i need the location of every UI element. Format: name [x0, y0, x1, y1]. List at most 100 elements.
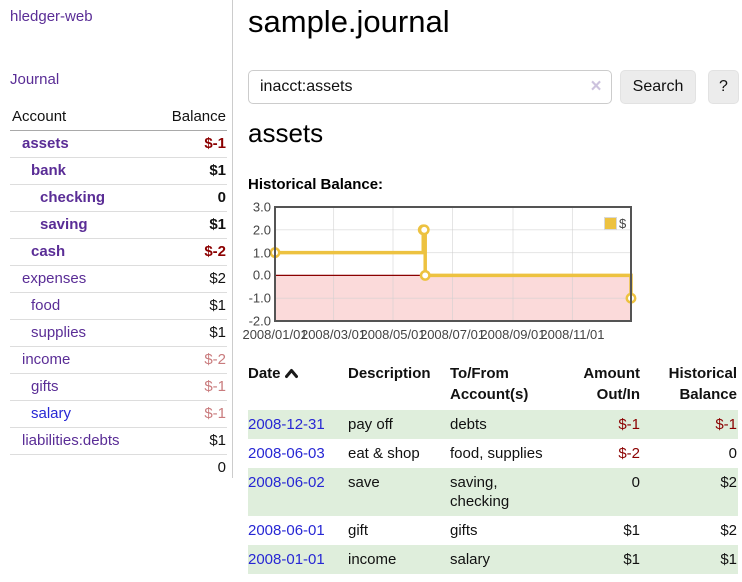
account-balance: $1	[209, 162, 226, 179]
account-balance: $-2	[204, 243, 226, 260]
register-row: 2008-06-03 eat & shop food, supplies $-2…	[248, 439, 738, 468]
accounts-total-row: 0	[10, 454, 227, 481]
legend-swatch-dollar	[604, 217, 617, 230]
app-title-link[interactable]: hledger-web	[10, 8, 93, 25]
transaction-description: income	[348, 545, 450, 574]
transaction-date-link[interactable]: 2008-12-31	[248, 416, 325, 433]
account-balance: $-1	[204, 405, 226, 422]
accounts-table: Account Balance assets $-1 bank $1 check…	[10, 104, 227, 481]
x-axis-tick-label: 2008/11/01	[540, 327, 605, 342]
account-balance: $1	[209, 324, 226, 341]
account-row: bank $1	[10, 157, 227, 185]
account-row: salary $-1	[10, 400, 227, 428]
account-balance: $1	[209, 216, 226, 233]
transaction-description: gift	[348, 522, 369, 539]
account-balance: $-1	[204, 135, 226, 152]
accounts-header-account: Account	[10, 104, 153, 131]
clear-search-icon[interactable]: ×	[590, 76, 602, 97]
y-axis-tick-label: 2.0	[252, 222, 271, 238]
accounts-body: assets $-1 bank $1 checking 0 saving $1 …	[10, 130, 227, 481]
chart-legend: $	[604, 216, 626, 231]
legend-label: $	[619, 216, 627, 231]
transaction-date-link[interactable]: 2008-06-02	[248, 474, 325, 491]
account-row: saving $1	[10, 211, 227, 239]
historical-balance-chart: $ 3.0 2.0 1.0 0.0 -1.0 -2.0 2008/01/01 2008/03/…	[242, 200, 742, 345]
transaction-date-link[interactable]: 2008-01-01	[248, 551, 325, 568]
account-heading: assets	[248, 118, 324, 148]
transaction-amount: $-2	[618, 445, 640, 462]
search-form: × Search ?	[248, 70, 742, 104]
register-row: 2008-06-02 save saving, checking 0 $2	[248, 468, 738, 516]
balance-chart-svg	[269, 206, 637, 322]
account-row: liabilities:debts $1	[10, 427, 227, 455]
transaction-accounts: gifts	[450, 522, 478, 539]
column-header-balance: Historical Balance	[668, 365, 737, 403]
account-row: gifts $-1	[10, 373, 227, 401]
account-balance: 0	[217, 189, 226, 206]
x-axis-tick-label: 2008/03/01	[300, 327, 367, 342]
sort-ascending-icon	[284, 364, 298, 385]
search-input[interactable]	[248, 70, 612, 104]
transaction-date-link[interactable]: 2008-06-03	[248, 445, 325, 462]
transaction-accounts: food, supplies	[450, 445, 543, 462]
x-axis-tick-label: 2008/05/01	[360, 327, 426, 342]
account-link[interactable]: cash	[31, 243, 66, 260]
register-row: 2008-06-01 gift gifts $1 $2	[248, 516, 738, 545]
y-axis-tick-label: 0.0	[252, 267, 271, 283]
account-balance: $-1	[204, 378, 226, 395]
register-row: 2008-01-01 income salary $1 $1	[248, 545, 738, 574]
account-link[interactable]: saving	[40, 216, 88, 233]
account-link[interactable]: income	[22, 351, 71, 368]
transaction-description: pay off	[348, 410, 450, 439]
transaction-balance: 0	[728, 445, 737, 462]
register-table: Date Description To/From Account(s) Amou…	[248, 362, 738, 574]
page-title: sample.journal	[248, 4, 450, 39]
transaction-balance: $1	[641, 545, 738, 574]
account-link[interactable]: salary	[31, 405, 72, 422]
register-body: 2008-12-31 pay off debts $-1 $-1 2008-06…	[248, 410, 738, 574]
sidebar: hledger-web Journal Account Balance asse…	[0, 0, 233, 481]
account-row: assets $-1	[10, 130, 227, 158]
account-link[interactable]: assets	[22, 135, 69, 152]
register-header-row: Date Description To/From Account(s) Amou…	[248, 362, 738, 410]
accounts-total: 0	[217, 459, 226, 476]
x-axis-tick-label: 2008/09/01	[480, 327, 546, 342]
transaction-amount: $1	[623, 522, 640, 539]
account-link[interactable]: expenses	[22, 270, 87, 287]
register-row: 2008-12-31 pay off debts $-1 $-1	[248, 410, 738, 439]
transaction-balance: $-1	[641, 410, 738, 439]
transaction-date-link[interactable]: 2008-06-01	[248, 522, 325, 539]
transaction-balance: $2	[641, 468, 738, 516]
transaction-description: eat & shop	[348, 445, 420, 462]
account-link[interactable]: checking	[40, 189, 106, 206]
transaction-description: save	[348, 468, 450, 516]
transaction-accounts: saving, checking	[450, 468, 565, 516]
column-header-date[interactable]: Date	[248, 362, 348, 410]
transaction-accounts: debts	[450, 410, 565, 439]
search-button[interactable]: Search	[620, 70, 696, 104]
y-axis-tick-label: -2.0	[248, 313, 271, 329]
account-row: income $-2	[10, 346, 227, 374]
y-axis-tick-label: 1.0	[252, 245, 271, 261]
sidebar-item-journal[interactable]: Journal	[10, 71, 60, 88]
account-link[interactable]: food	[31, 297, 61, 314]
x-axis-tick-label: 2008/07/01	[419, 327, 486, 342]
y-axis-tick-label: 3.0	[252, 199, 271, 215]
account-balance: $1	[209, 432, 226, 449]
account-balance: $2	[209, 270, 226, 287]
column-header-description: Description	[348, 365, 431, 382]
account-link[interactable]: bank	[31, 162, 67, 179]
accounts-header-balance: Balance	[152, 104, 227, 131]
column-header-accounts: To/From Account(s)	[450, 365, 529, 403]
account-link[interactable]: liabilities:debts	[22, 432, 120, 449]
account-link[interactable]: supplies	[31, 324, 87, 341]
account-row: supplies $1	[10, 319, 227, 347]
account-row: food $1	[10, 292, 227, 320]
transaction-balance: $2	[720, 522, 737, 539]
x-axis-tick-label: 2008/01/01	[242, 327, 308, 342]
transaction-amount: 0	[565, 468, 641, 516]
transaction-accounts: salary	[450, 545, 565, 574]
help-button[interactable]: ?	[708, 70, 739, 104]
account-row: checking 0	[10, 184, 227, 212]
account-link[interactable]: gifts	[31, 378, 59, 395]
